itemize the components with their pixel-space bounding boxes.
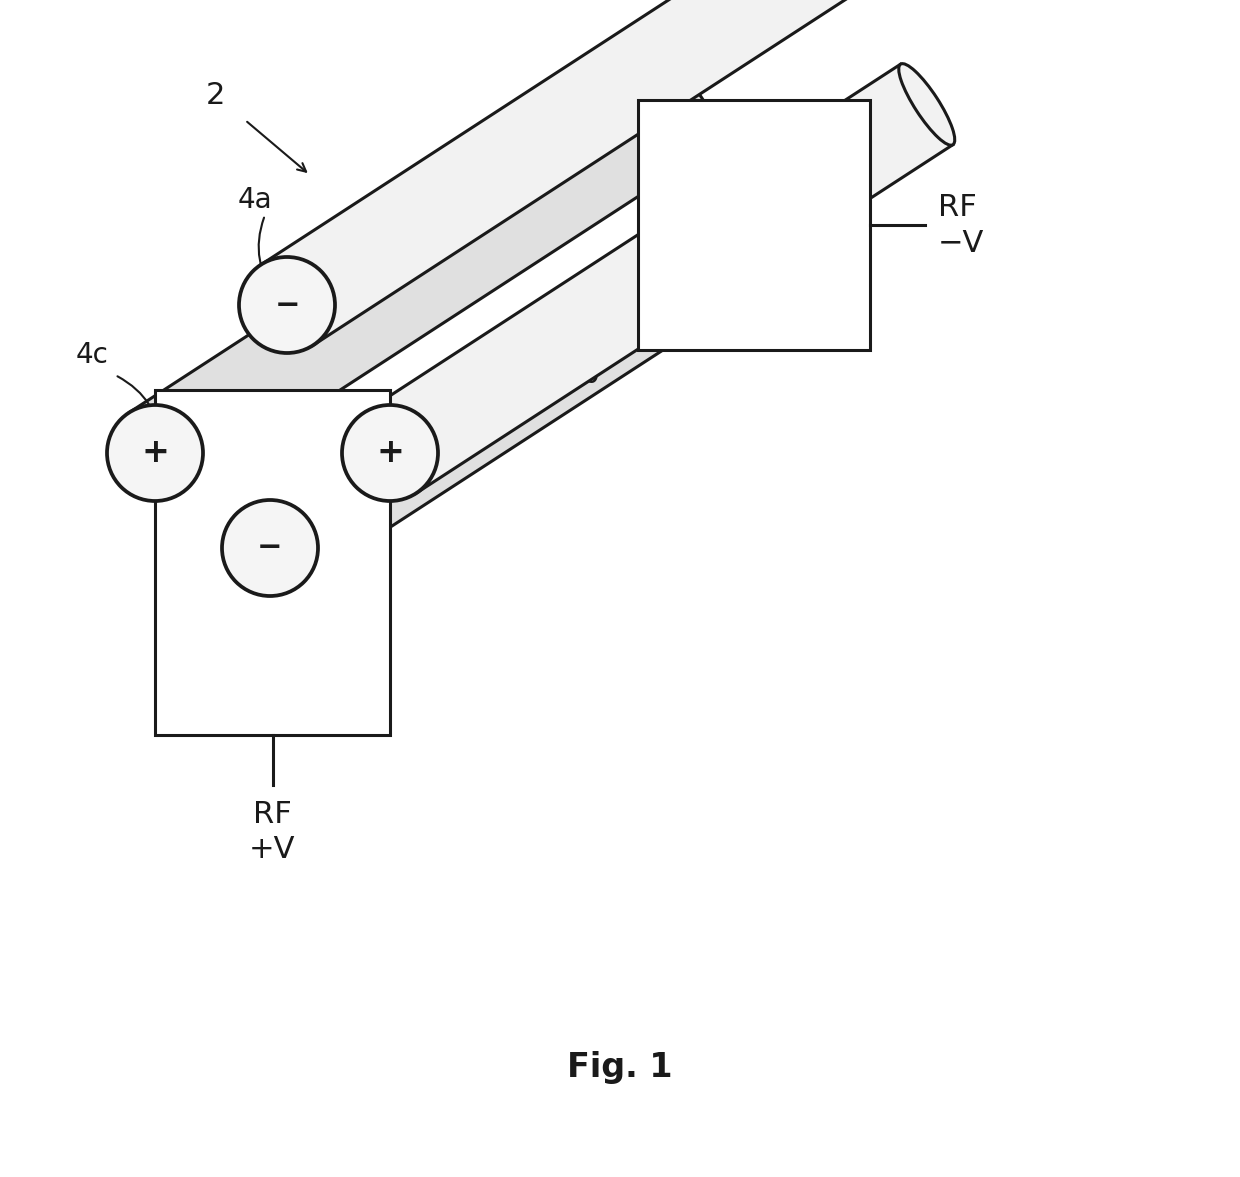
Text: −V: −V: [937, 228, 985, 258]
Polygon shape: [129, 65, 718, 493]
Polygon shape: [244, 159, 833, 588]
Text: Fig. 1: Fig. 1: [567, 1051, 673, 1084]
Ellipse shape: [899, 64, 955, 145]
Text: +V: +V: [249, 834, 296, 864]
Bar: [639, 100, 870, 350]
Text: 4a: 4a: [238, 186, 273, 214]
Text: −: −: [274, 291, 300, 319]
Text: −: −: [257, 533, 283, 563]
Text: A: A: [599, 71, 620, 100]
Circle shape: [239, 257, 335, 353]
Bar: [155, 390, 391, 734]
Ellipse shape: [779, 159, 835, 240]
Polygon shape: [363, 65, 952, 493]
Text: 4c: 4c: [76, 341, 108, 370]
Polygon shape: [260, 0, 849, 345]
Circle shape: [107, 405, 203, 501]
Text: 2: 2: [206, 80, 224, 109]
Text: +: +: [376, 437, 404, 470]
Text: +: +: [141, 437, 169, 470]
Text: 4d: 4d: [565, 315, 600, 344]
Circle shape: [342, 405, 438, 501]
Circle shape: [222, 500, 317, 596]
Text: RF: RF: [937, 193, 977, 221]
Ellipse shape: [663, 64, 719, 145]
Text: RF: RF: [253, 800, 291, 829]
Text: 4b: 4b: [565, 361, 600, 390]
